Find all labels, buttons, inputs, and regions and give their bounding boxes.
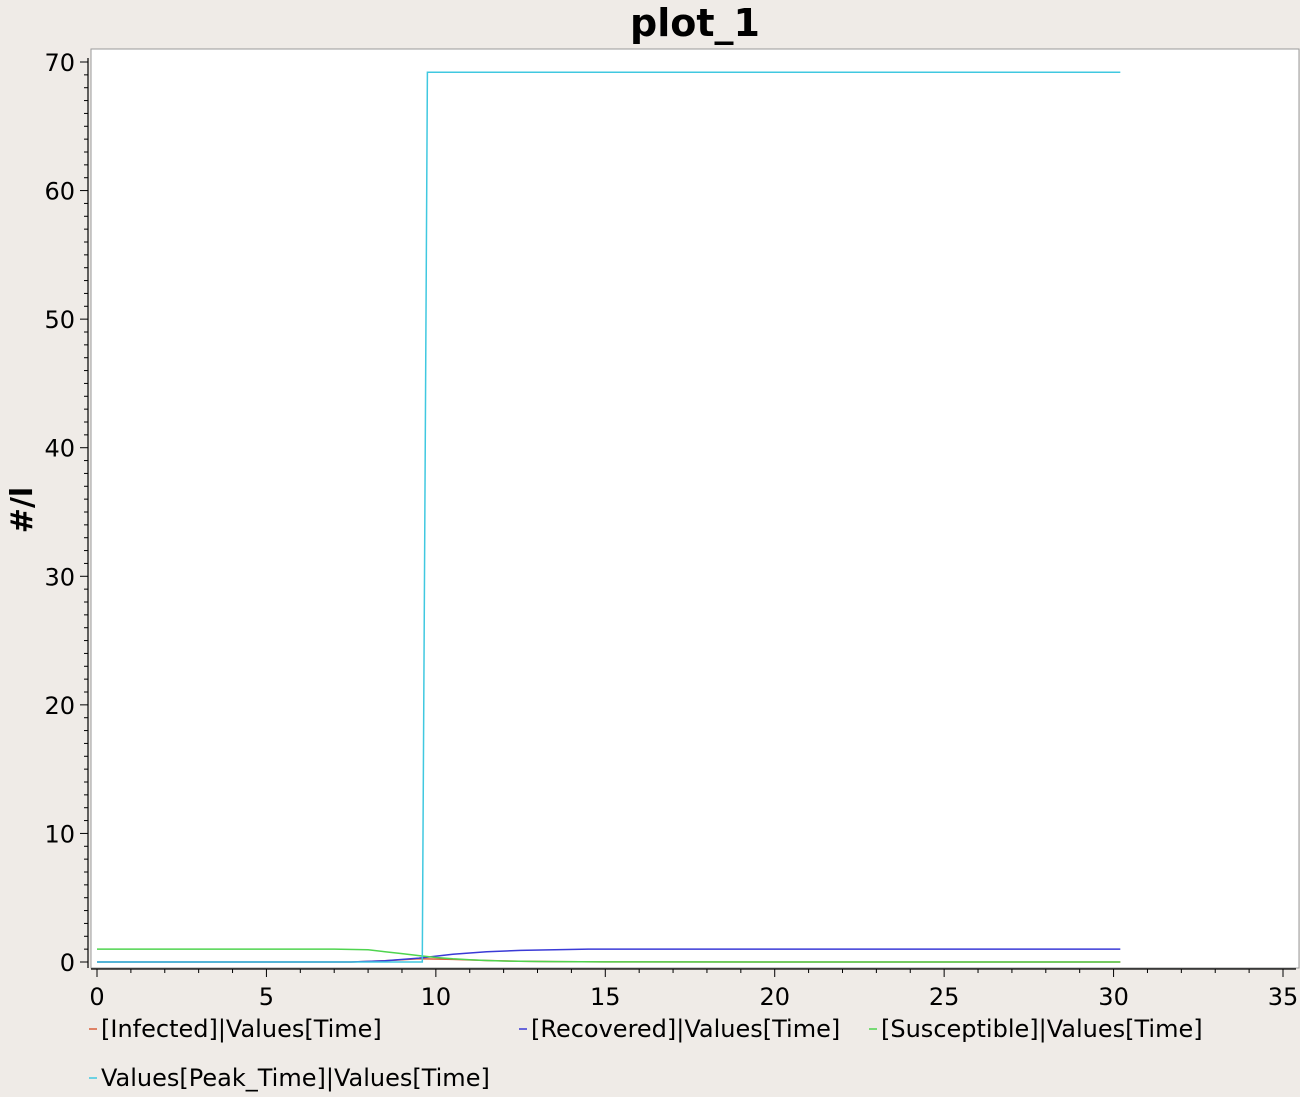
legend-label: Values[Peak_Time]|Values[Time] <box>101 1064 490 1092</box>
y-axis-label: #/l <box>5 487 40 533</box>
x-tick-label: 20 <box>759 983 790 1011</box>
legend-label: [Infected]|Values[Time] <box>101 1015 382 1043</box>
plot-area <box>90 48 1300 969</box>
legend-label: [Susceptible]|Values[Time] <box>881 1015 1203 1043</box>
x-tick-label: 0 <box>89 983 104 1011</box>
x-tick-label: 25 <box>929 983 960 1011</box>
y-tick-label: 40 <box>44 435 75 463</box>
y-tick-label: 70 <box>44 49 75 77</box>
y-tick-label: 30 <box>44 563 75 591</box>
x-tick-label: 30 <box>1098 983 1129 1011</box>
legend-label: [Recovered]|Values[Time] <box>531 1015 840 1043</box>
x-tick-label: 35 <box>1268 983 1299 1011</box>
y-tick-label: 0 <box>60 949 75 977</box>
y-tick-label: 60 <box>44 178 75 206</box>
chart-title: plot_1 <box>630 1 760 45</box>
axes: 0 10 20 30 40 50 60 70 0 5 10 15 20 25 30 35 <box>44 49 1298 1011</box>
x-tick-label: 5 <box>259 983 274 1011</box>
series-line-2 <box>97 948 1121 963</box>
y-tick-label: 50 <box>44 306 75 334</box>
series-group <box>97 71 1121 963</box>
legend: [Infected]|Values[Time] [Recovered]|Value… <box>89 1015 1203 1092</box>
x-tick-label: 15 <box>590 983 621 1011</box>
series-line-3 <box>97 948 1121 963</box>
series-line-4 <box>97 71 1121 963</box>
y-tick-label: 20 <box>44 692 75 720</box>
x-tick-label: 10 <box>421 983 452 1011</box>
y-tick-label: 10 <box>44 820 75 848</box>
